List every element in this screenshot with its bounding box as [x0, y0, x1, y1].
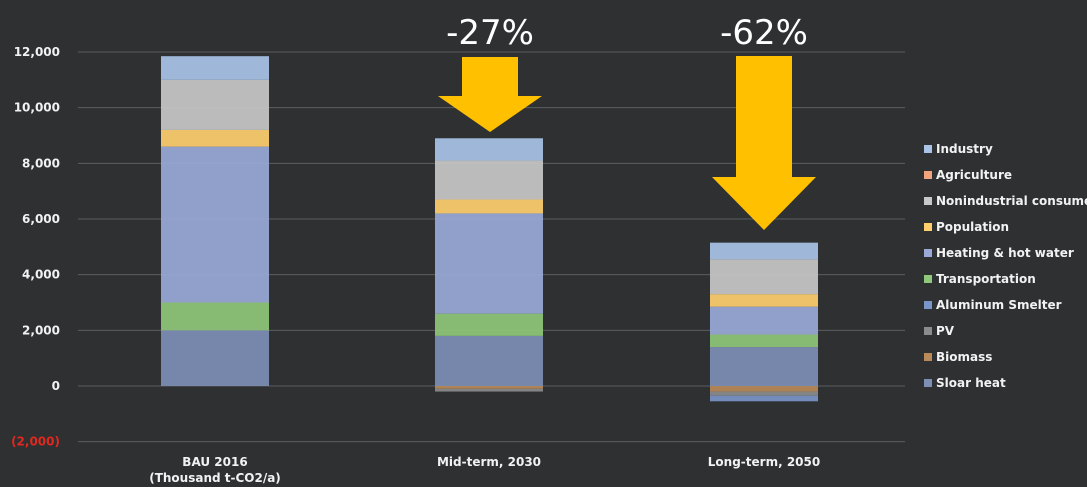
legend-swatch — [924, 275, 932, 283]
reduction-arrow — [438, 57, 542, 132]
legend-swatch — [924, 223, 932, 231]
bar-segment — [710, 242, 818, 260]
bar-segment — [710, 347, 818, 386]
bar-segment — [435, 386, 543, 389]
bar-segment — [435, 138, 543, 161]
bar-segment — [161, 146, 269, 303]
y-tick-label: (2,000) — [11, 435, 60, 449]
x-category-label: Mid-term, 2030 — [437, 455, 541, 469]
bar-segment — [435, 199, 543, 214]
legend-label: Sloar heat — [936, 376, 1006, 390]
legend-label: Nonindustrial consumers — [936, 194, 1087, 208]
y-tick-label: 8,000 — [22, 156, 60, 170]
reduction-arrows: -27% -62% — [438, 13, 816, 230]
bar-segment — [161, 129, 269, 147]
bar-segment — [710, 334, 818, 348]
bar-segment — [710, 386, 818, 392]
bar-segment — [710, 391, 818, 396]
y-tick-label: 0 — [52, 379, 60, 393]
legend-swatch — [924, 249, 932, 257]
bar-segment — [710, 259, 818, 295]
y-tick-label: 4,000 — [22, 268, 60, 282]
x-category-label: (Thousand t-CO2/a) — [149, 471, 281, 485]
bar-segment — [161, 79, 269, 130]
legend-swatch — [924, 327, 932, 335]
reduction-percent-label: -62% — [720, 13, 808, 53]
reduction-percent-label: -27% — [446, 13, 534, 53]
legend-swatch — [924, 301, 932, 309]
bar-segment — [710, 395, 818, 402]
bar-segment — [710, 294, 818, 307]
legend-swatch — [924, 353, 932, 361]
legend-label: Transportation — [936, 272, 1036, 286]
bar-segment — [435, 335, 543, 386]
x-axis: BAU 2016 (Thousand t-CO2/a) Mid-term, 2030… — [149, 455, 820, 485]
legend-swatch — [924, 145, 932, 153]
y-tick-label: 6,000 — [22, 212, 60, 226]
legend-label: Aluminum Smelter — [936, 298, 1062, 312]
y-tick-label: 10,000 — [14, 101, 60, 115]
x-category-label: Long-term, 2050 — [708, 455, 820, 469]
legend-label: PV — [936, 324, 955, 338]
bar-segment — [435, 388, 543, 392]
bar-segment — [161, 302, 269, 331]
legend-label: Agriculture — [936, 168, 1012, 182]
bar-segment — [161, 56, 269, 80]
reduction-arrow — [712, 56, 816, 230]
bar-segment — [435, 160, 543, 200]
legend-label: Industry — [936, 142, 993, 156]
legend-swatch — [924, 379, 932, 387]
bars — [161, 56, 818, 402]
bar-segment — [161, 330, 269, 386]
bar-segment — [435, 213, 543, 314]
y-tick-label: 2,000 — [22, 323, 60, 337]
legend-swatch — [924, 171, 932, 179]
y-tick-label: 12,000 — [14, 45, 60, 59]
legend: Industry Agriculture Nonindustrial consume… — [924, 142, 1087, 390]
y-axis: 12,000 10,000 8,000 6,000 4,000 2,000 0 (2,000) — [11, 45, 60, 449]
legend-label: Population — [936, 220, 1009, 234]
bar-segment — [710, 306, 818, 335]
legend-label: Biomass — [936, 350, 992, 364]
bar-segment — [435, 313, 543, 336]
legend-label: Heating & hot water — [936, 246, 1074, 260]
x-category-label: BAU 2016 — [182, 455, 247, 469]
legend-swatch — [924, 197, 932, 205]
